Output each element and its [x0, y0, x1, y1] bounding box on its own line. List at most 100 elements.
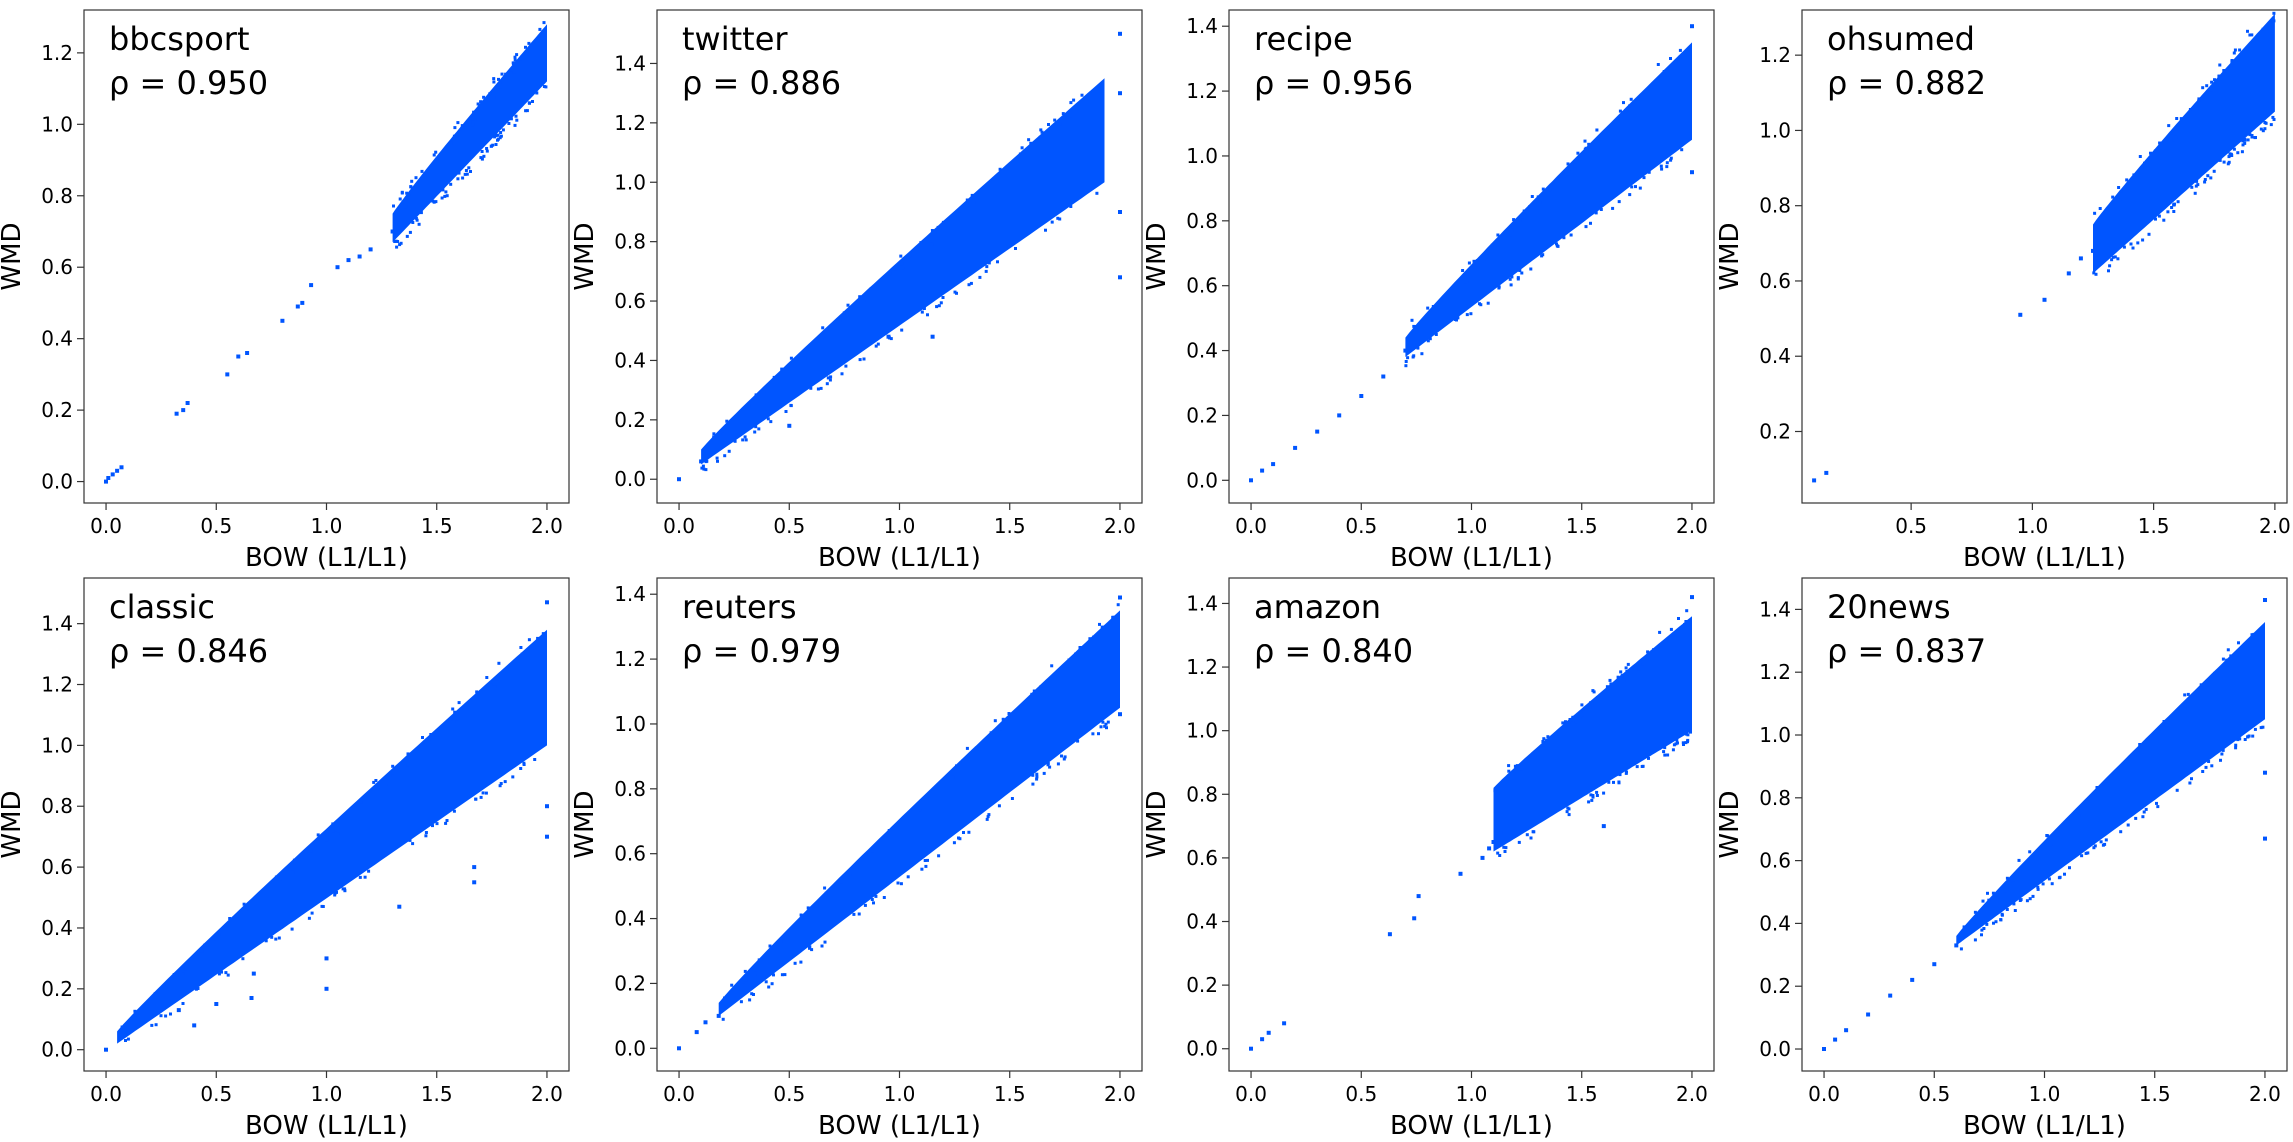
scatter-point — [533, 758, 537, 761]
scatter-point — [336, 832, 340, 836]
scatter-point — [456, 121, 460, 125]
y-tick-label: 0.2 — [614, 971, 646, 995]
scatter-point — [870, 898, 874, 901]
scatter-point — [1536, 195, 1540, 199]
scatter-point — [489, 683, 493, 687]
scatter-point — [1981, 899, 1985, 903]
scatter-point — [1566, 162, 1570, 166]
scatter-point — [2117, 186, 2121, 189]
scatter-point — [974, 746, 978, 750]
scatter-point — [527, 101, 531, 105]
scatter-point — [1461, 269, 1465, 272]
y-tick-label: 1.4 — [1186, 591, 1218, 615]
y-tick-label: 0.6 — [1186, 274, 1218, 298]
scatter-point — [1455, 318, 1458, 322]
y-tick-label: 0.0 — [614, 467, 646, 491]
scatter-point — [405, 234, 409, 238]
scatter-point — [1662, 750, 1666, 754]
scatter-point — [396, 240, 400, 243]
x-tick-label: 0.0 — [1235, 1082, 1267, 1106]
scatter-point — [1249, 478, 1253, 483]
scatter-point — [2259, 127, 2263, 131]
scatter-point — [1040, 130, 1044, 134]
scatter-point — [1060, 754, 1063, 758]
scatter-point — [930, 229, 934, 232]
scatter-point — [341, 887, 345, 891]
scatter-point — [1641, 662, 1645, 666]
scatter-point — [2229, 654, 2233, 658]
scatter-point — [2092, 846, 2096, 850]
x-tick-label: 2.0 — [2249, 1082, 2281, 1106]
scatter-point — [1067, 658, 1071, 662]
scatter-point — [104, 479, 108, 484]
scatter-point — [1662, 640, 1666, 644]
scatter-point — [220, 933, 224, 936]
scatter-point — [896, 881, 900, 885]
scatter-point — [1683, 623, 1687, 626]
scatter-point — [474, 797, 478, 801]
scatter-point — [2175, 788, 2179, 792]
scatter-point — [519, 646, 523, 649]
scatter-points — [677, 31, 1122, 482]
scatter-point — [1069, 205, 1073, 208]
scatter-point — [2118, 198, 2122, 202]
scatter-point — [460, 124, 464, 128]
scatter-point — [1426, 306, 1430, 310]
scatter-point — [2188, 781, 2192, 785]
scatter-point — [504, 72, 508, 76]
scatter-point — [918, 808, 922, 812]
scatter-point — [1496, 851, 1500, 855]
scatter-point — [159, 1014, 163, 1018]
scatter-point — [1520, 271, 1524, 275]
scatter-point — [1625, 670, 1629, 673]
scatter-point — [789, 356, 793, 360]
scatter-point — [2233, 48, 2237, 52]
scatter-point — [368, 247, 373, 252]
scatter-point — [457, 701, 461, 705]
scatter-point — [2203, 178, 2207, 181]
scatter-point — [723, 454, 727, 458]
scatter-point — [1106, 720, 1110, 724]
scatter-point — [1652, 648, 1655, 652]
scatter-point — [2218, 158, 2222, 162]
scatter-point — [1638, 186, 1642, 190]
scatter-point — [2092, 271, 2096, 275]
scatter-point — [1381, 374, 1386, 379]
scatter-point — [2102, 782, 2106, 786]
scatter-point — [503, 780, 507, 784]
scatter-point — [2255, 38, 2259, 41]
scatter-point — [809, 386, 813, 390]
scatter-point — [524, 45, 527, 49]
x-tick-label: 2.0 — [1104, 1082, 1136, 1106]
scatter-points — [104, 600, 549, 1052]
scatter-point — [694, 1030, 699, 1035]
scatter-point — [2190, 185, 2194, 189]
scatter-point — [499, 131, 503, 134]
scatter-point — [2228, 152, 2232, 156]
scatter-point — [727, 449, 731, 453]
scatter-point — [480, 157, 484, 161]
scatter-point — [872, 901, 875, 905]
scatter-point — [2013, 909, 2017, 912]
scatter-point — [2269, 123, 2273, 127]
scatter-point — [541, 632, 545, 636]
scatter-point — [677, 1046, 681, 1051]
scatter-point — [2173, 130, 2177, 134]
scatter-point — [2201, 770, 2205, 773]
scatter-point — [871, 849, 874, 853]
scatter-point — [2243, 141, 2247, 145]
scatter-point — [986, 815, 990, 819]
x-tick-label: 2.0 — [1676, 514, 1708, 538]
scatter-point — [2019, 898, 2023, 902]
scatter-point — [2004, 892, 2007, 896]
scatter-point — [825, 382, 829, 386]
scatter-point — [1595, 794, 1599, 797]
scatter-point — [406, 763, 410, 767]
scatter-point — [2158, 727, 2162, 731]
scatter-point — [2113, 255, 2117, 259]
scatter-point — [820, 944, 824, 948]
scatter-point — [985, 817, 989, 821]
scatter-point — [1973, 938, 1977, 942]
scatter-point — [2042, 297, 2047, 302]
